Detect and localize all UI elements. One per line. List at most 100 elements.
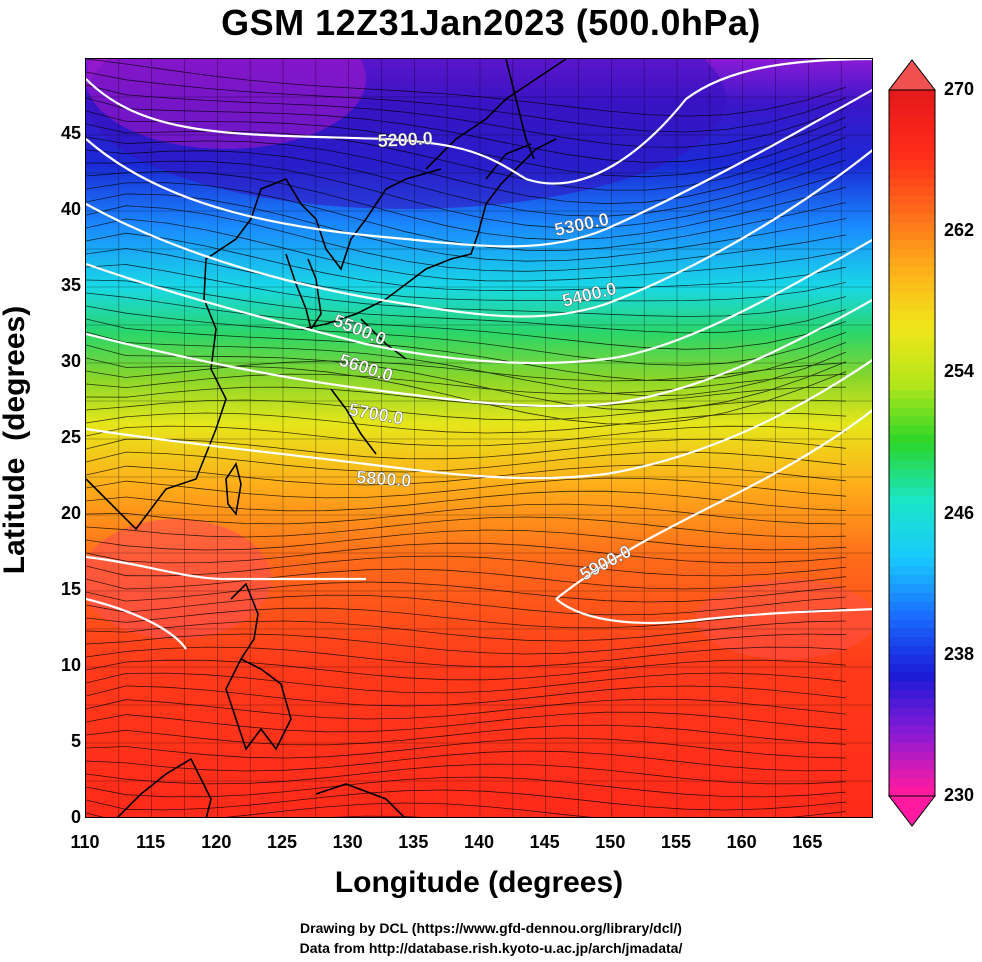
streamline <box>86 170 847 241</box>
colorbar-band <box>889 292 935 303</box>
colorbar-band <box>889 134 935 144</box>
streamline <box>86 620 847 642</box>
colorbar-tick-label: 270 <box>944 79 975 99</box>
colorbar-band <box>889 443 935 453</box>
colorbar-band <box>889 460 935 471</box>
streamline <box>86 71 847 133</box>
colorbar-band <box>889 601 935 612</box>
colorbar-band <box>889 372 935 382</box>
x-tick-label: 115 <box>136 832 166 852</box>
streamline <box>86 193 847 262</box>
streamline <box>86 737 847 759</box>
coastlines <box>86 59 567 817</box>
colorbar-band <box>889 169 935 179</box>
colorbar-tick-label: 246 <box>944 502 975 523</box>
colorbar-band <box>889 98 935 109</box>
map-canvas: 5200.0 5300.0 5400.0 5500.0 5600.0 5700.… <box>86 59 872 817</box>
colorbar-band <box>889 469 935 479</box>
chart-title: GSM 12Z31Jan2023 (500.0hPa) <box>221 2 761 43</box>
streamline <box>86 516 847 538</box>
colorbar-band <box>889 151 935 162</box>
colorbar-band <box>889 381 935 391</box>
colorbar-band <box>889 531 935 541</box>
streamline <box>86 776 847 798</box>
coastline-borneo <box>116 757 212 817</box>
x-tick-label: 130 <box>332 832 363 852</box>
y-tick-label: 15 <box>60 579 81 599</box>
x-tick-label: 120 <box>201 832 232 852</box>
streamline <box>86 529 847 551</box>
height-contours <box>86 59 872 650</box>
colorbar-band <box>889 354 935 365</box>
y-tick-label: 5 <box>70 731 81 751</box>
colorbar-band <box>889 628 935 638</box>
contour-line-5300 <box>86 88 872 248</box>
streamline <box>86 264 847 317</box>
streamline <box>86 438 847 460</box>
colorbar-band <box>889 116 935 126</box>
streamline <box>86 711 847 733</box>
footer-credits: Drawing by DCL (https://www.gfd-dennou.o… <box>0 918 982 958</box>
y-tick-label: 40 <box>60 199 81 219</box>
streamline <box>86 646 847 668</box>
colorbar-band <box>889 257 935 268</box>
colorbar-band <box>889 248 935 259</box>
coastline-russia-east <box>425 59 567 170</box>
colorbar <box>887 59 937 827</box>
colorbar-band <box>889 522 935 532</box>
contour-line-5400 <box>86 149 872 318</box>
colorbar-band <box>889 310 935 321</box>
streamline <box>86 386 847 408</box>
streamline <box>86 555 847 577</box>
streamline <box>86 279 847 334</box>
streamline <box>86 425 847 447</box>
streamline <box>86 84 847 148</box>
colorbar-band <box>889 425 935 435</box>
colorbar-bands <box>887 59 937 827</box>
streamline <box>86 802 847 817</box>
colorbar-band <box>889 275 935 285</box>
colorbar-min-arrow <box>887 795 937 827</box>
streamline <box>86 305 847 366</box>
streamline <box>86 357 847 425</box>
streamline <box>86 581 847 603</box>
warm-patch-pacific <box>696 579 872 659</box>
colorbar-band <box>889 284 935 294</box>
footer-line-data-source: Data from http://database.rish.kyoto-u.a… <box>299 940 683 956</box>
colorbar-band <box>889 716 935 726</box>
streamline <box>86 248 847 302</box>
x-tick-label: 125 <box>266 832 298 852</box>
colorbar-band <box>889 548 935 559</box>
streamline <box>86 607 847 629</box>
colorbar-band <box>889 266 935 276</box>
colorbar-tick-label: 238 <box>944 643 975 664</box>
colorbar-band <box>889 390 935 400</box>
x-tick-label: 145 <box>529 832 560 852</box>
coastline-new-guinea <box>315 783 406 817</box>
colorbar-band <box>889 769 935 779</box>
colorbar-band <box>889 540 935 550</box>
colorbar-band <box>889 751 935 762</box>
colorbar-band <box>889 760 935 771</box>
contour-line-5200 <box>86 59 872 185</box>
streamline <box>86 698 847 720</box>
colorbar-band <box>889 725 935 735</box>
streamline <box>86 763 847 785</box>
colorbar-band <box>889 672 935 682</box>
x-tick-label: 150 <box>595 832 626 852</box>
y-tick-label: 20 <box>60 503 81 523</box>
x-axis-label: Longitude (degrees) <box>334 866 624 899</box>
colorbar-band <box>889 584 935 594</box>
streamline <box>86 503 847 525</box>
coastline-japan <box>300 138 557 455</box>
colorbar-band <box>889 363 935 373</box>
colorbar-band <box>889 398 935 409</box>
colorbar-band <box>889 328 935 338</box>
colorbar-band <box>889 319 935 329</box>
coastline-sakhalin <box>505 59 535 160</box>
colorbar-band <box>889 698 935 709</box>
x-tick-label: 135 <box>398 832 429 852</box>
x-tick-label: 165 <box>792 832 823 852</box>
colorbar-band <box>889 451 935 462</box>
x-tick-label: 160 <box>726 832 757 852</box>
